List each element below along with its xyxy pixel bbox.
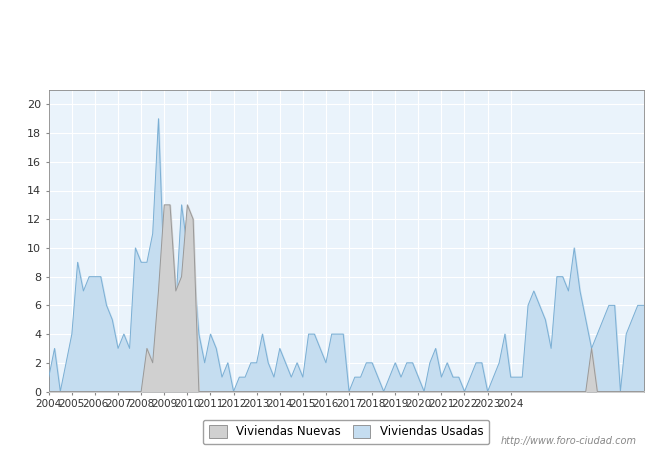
Text: Otero de Herreros - Evolucion del Nº de Transacciones Inmobiliarias: Otero de Herreros - Evolucion del Nº de …: [77, 13, 573, 28]
Legend: Viviendas Nuevas, Viviendas Usadas: Viviendas Nuevas, Viviendas Usadas: [203, 419, 489, 445]
Text: http://www.foro-ciudad.com: http://www.foro-ciudad.com: [501, 436, 637, 446]
